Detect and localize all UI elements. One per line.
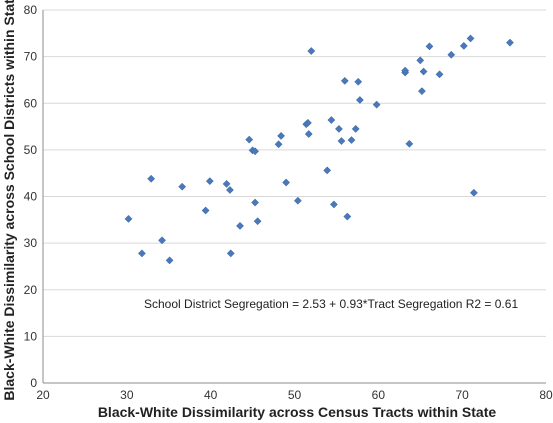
data-point — [337, 137, 346, 145]
y-tick-label: 0 — [30, 376, 37, 390]
data-point — [354, 77, 363, 86]
data-point — [405, 139, 414, 148]
y-tick-label: 80 — [24, 3, 38, 17]
data-point — [253, 217, 262, 226]
y-tick-label: 30 — [24, 236, 38, 250]
data-point — [277, 131, 286, 140]
data-point — [304, 130, 313, 138]
y-tick-label: 60 — [24, 96, 38, 110]
data-point — [158, 236, 166, 245]
data-point — [165, 256, 174, 265]
y-tick-label: 50 — [24, 143, 38, 157]
data-point — [329, 200, 338, 209]
x-tick-label: 70 — [455, 388, 469, 402]
data-point — [505, 38, 514, 47]
data-point — [251, 147, 260, 156]
data-point — [327, 116, 336, 124]
data-point — [245, 135, 254, 144]
x-tick-label: 80 — [539, 388, 553, 402]
y-tick-label: 10 — [24, 329, 38, 343]
data-point — [459, 41, 468, 50]
x-axis-ticks: 20 30 40 50 60 70 80 — [36, 388, 553, 402]
data-point — [417, 87, 426, 96]
gridlines — [43, 9, 546, 337]
x-tick-label: 50 — [288, 388, 302, 402]
data-point — [225, 186, 234, 194]
regression-annotation: School District Segregation = 2.53 + 0.9… — [144, 297, 518, 311]
data-point — [401, 66, 410, 75]
data-point — [222, 179, 231, 188]
data-point — [419, 67, 428, 76]
y-tick-label: 40 — [24, 190, 38, 204]
x-tick-label: 60 — [372, 388, 386, 402]
y-tick-label: 20 — [24, 283, 38, 297]
y-axis-title: Black-White Dissimilarity across School … — [1, 0, 17, 401]
data-point — [425, 42, 434, 51]
data-point — [323, 166, 332, 175]
data-point — [303, 118, 312, 127]
data-point — [274, 140, 283, 149]
data-point — [307, 47, 316, 55]
data-point — [137, 249, 146, 258]
data-point — [347, 136, 356, 145]
x-tick-label: 30 — [120, 388, 134, 402]
data-point — [282, 178, 291, 187]
data-point — [435, 70, 444, 79]
data-point — [343, 212, 352, 221]
data-point — [466, 34, 475, 43]
data-point — [205, 177, 214, 186]
x-tick-label: 20 — [36, 388, 50, 402]
data-point — [355, 96, 364, 104]
data-point — [340, 76, 349, 85]
data-point — [251, 198, 260, 207]
data-point — [372, 100, 381, 109]
data-point — [469, 188, 478, 197]
data-point — [226, 249, 235, 258]
data-point — [293, 196, 302, 205]
y-tick-label: 70 — [24, 50, 38, 64]
data-points — [124, 34, 514, 265]
data-point — [178, 182, 187, 191]
data-point — [236, 221, 244, 230]
data-point — [147, 174, 156, 183]
data-point — [124, 214, 133, 223]
data-point — [334, 124, 343, 133]
y-axis-ticks: 0 10 20 30 40 50 60 70 80 — [24, 3, 38, 390]
data-point — [351, 124, 360, 133]
data-point — [416, 56, 425, 65]
data-point — [201, 206, 210, 215]
data-point — [447, 50, 456, 59]
x-axis-title: Black-White Dissimilarity across Census … — [98, 404, 497, 420]
x-tick-label: 40 — [204, 388, 218, 402]
